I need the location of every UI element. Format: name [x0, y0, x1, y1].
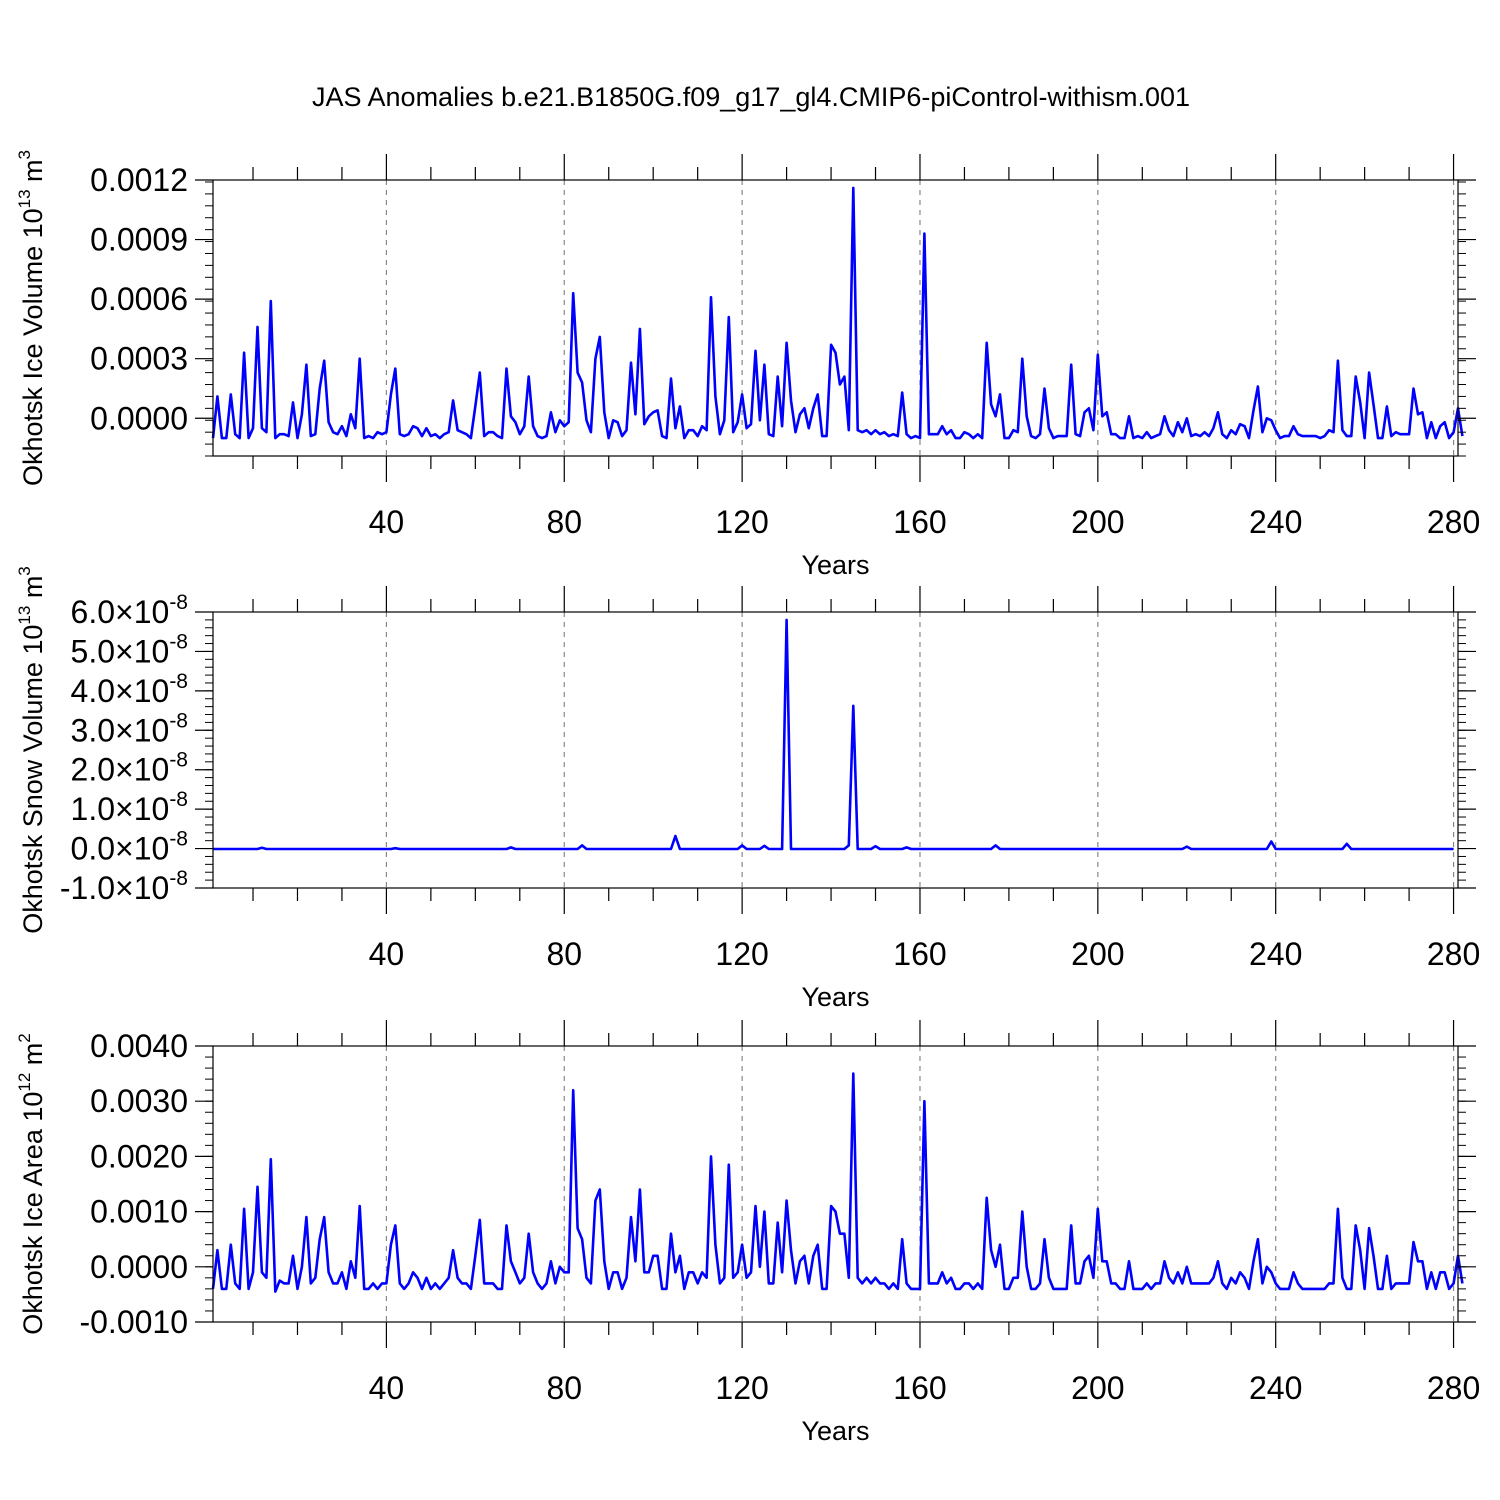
x-tick-label: 120	[715, 936, 768, 972]
x-tick-label: 160	[893, 1370, 946, 1406]
series-line	[213, 618, 1454, 851]
x-tick-label: 200	[1071, 504, 1124, 540]
panels: 40 80 120 160 200 240 280 Years 0.0000 0.0003 0.00…	[15, 150, 1480, 1446]
panel-1: 40 80 120 160 200 240 280 Years 0.0000 0.0003 0.00…	[15, 150, 1480, 580]
x-tick-label: 120	[715, 504, 768, 540]
y-tick-label: 0.0040	[90, 1028, 188, 1064]
y-tick-label: 0.0030	[90, 1083, 188, 1119]
x-axis-label: Years	[801, 982, 869, 1012]
x-tick-label: 280	[1427, 504, 1480, 540]
y-tick-label: -1.0×10-8	[60, 867, 188, 906]
y-tick-label: 3.0×10-8	[71, 709, 188, 748]
x-tick-label: 40	[369, 936, 405, 972]
x-tick-label: 80	[546, 936, 582, 972]
x-tick-label: 280	[1427, 1370, 1480, 1406]
x-tick-label: 200	[1071, 1370, 1124, 1406]
x-tick-label: 40	[369, 504, 405, 540]
y-axis-label: Okhotsk Ice Area 1012 m2	[15, 1033, 48, 1335]
plot-frame	[212, 179, 1459, 457]
figure-title: JAS Anomalies b.e21.B1850G.f09_g17_gl4.C…	[312, 82, 1190, 112]
x-tick-label: 240	[1249, 504, 1302, 540]
plot-frame	[212, 1045, 1459, 1323]
y-tick-label: 0.0006	[90, 281, 188, 317]
x-axis-label: Years	[801, 550, 869, 580]
plot-frame	[212, 611, 1459, 889]
x-tick-label: 80	[546, 504, 582, 540]
x-tick-label: 120	[715, 1370, 768, 1406]
y-tick-label: 0.0003	[90, 341, 188, 377]
panel-3: 40 80 120 160 200 240 280 Years -0.0010 0.0000 0.0…	[15, 1020, 1480, 1446]
x-tick-label: 80	[546, 1370, 582, 1406]
x-tick-label: 40	[369, 1370, 405, 1406]
x-tick-label: 240	[1249, 1370, 1302, 1406]
y-tick-label: 0.0012	[90, 162, 188, 198]
y-tick-label: 6.0×10-8	[71, 591, 188, 630]
y-tick-label: 0.0010	[90, 1194, 188, 1230]
y-tick-label: -0.0010	[79, 1304, 188, 1340]
series-line	[211, 1072, 1464, 1293]
y-tick-label: 0.0009	[90, 222, 188, 258]
y-tick-label: 1.0×10-8	[71, 788, 188, 827]
x-tick-label: 280	[1427, 936, 1480, 972]
y-tick-label: 0.0000	[90, 400, 188, 436]
x-tick-label: 200	[1071, 936, 1124, 972]
y-tick-label: 2.0×10-8	[71, 749, 188, 788]
x-axis-label: Years	[801, 1416, 869, 1446]
panel-2: 40 80 120 160 200 240 280 Years -1.0×10-80.0×10-…	[15, 566, 1480, 1012]
y-tick-label: 0.0020	[90, 1138, 188, 1174]
series-line	[211, 186, 1464, 440]
y-tick-label: 0.0000	[90, 1249, 188, 1285]
y-tick-label: 4.0×10-8	[71, 670, 188, 709]
x-tick-label: 160	[893, 936, 946, 972]
y-tick-label: 0.0×10-8	[71, 828, 188, 867]
x-tick-label: 160	[893, 504, 946, 540]
x-tick-label: 240	[1249, 936, 1302, 972]
y-tick-label: 5.0×10-8	[71, 630, 188, 669]
y-axis-label: Okhotsk Ice Volume 1013 m3	[15, 150, 48, 486]
y-axis-label: Okhotsk Snow Volume 1013 m3	[15, 566, 48, 934]
